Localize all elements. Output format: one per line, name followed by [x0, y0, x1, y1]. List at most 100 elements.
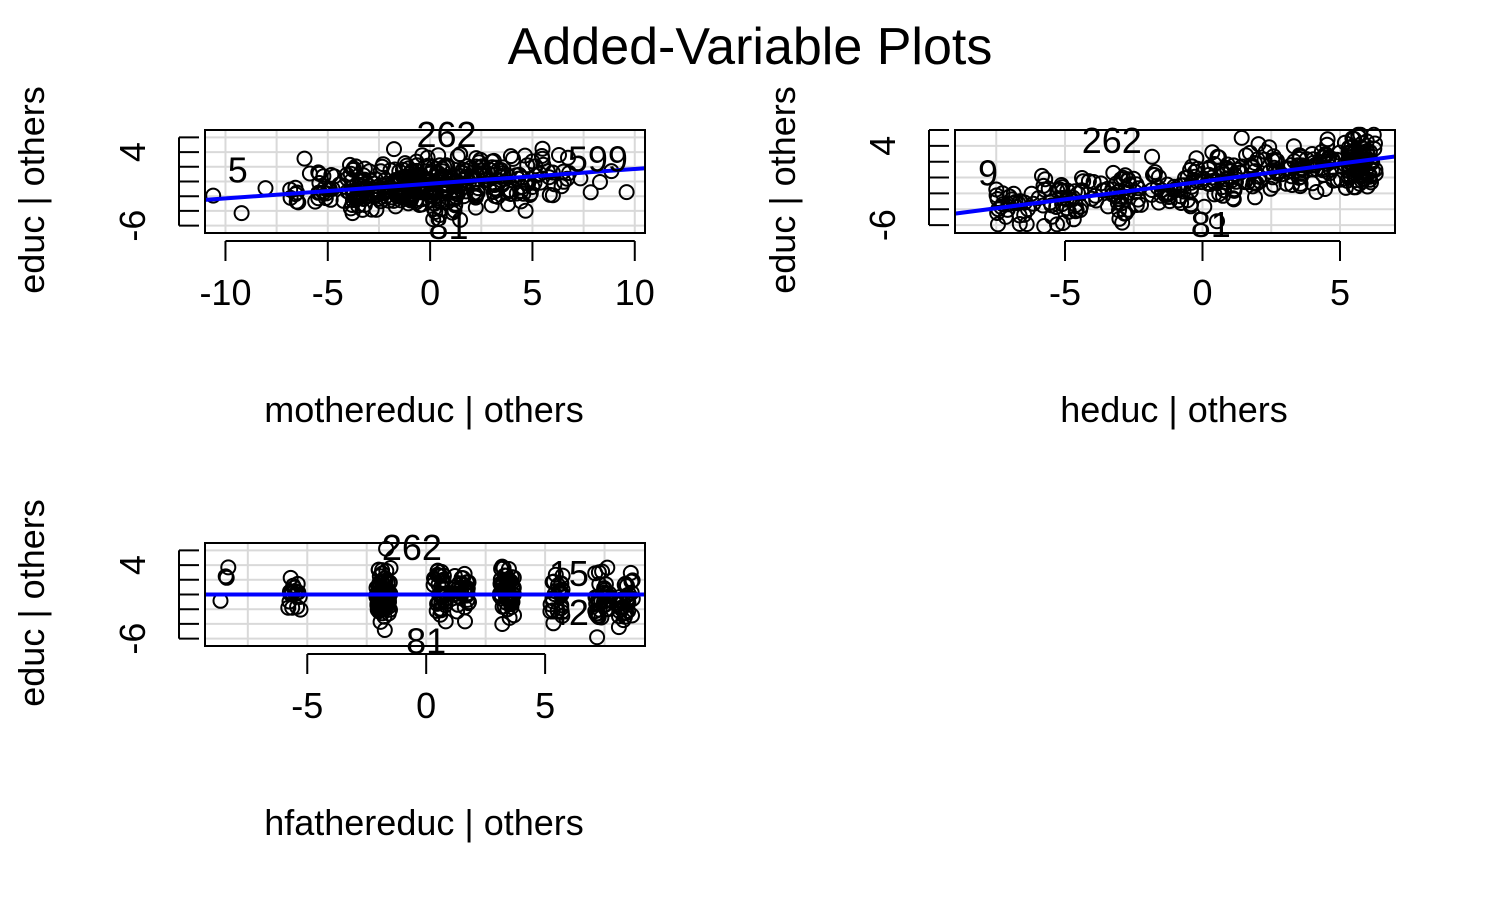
panel-heduc-point [1170, 192, 1187, 209]
panel-mothereduc-point [205, 187, 222, 204]
panel-mothereduc-point [296, 150, 313, 167]
panel-mothereduc-point [533, 148, 550, 164]
panel-heduc-point [1037, 171, 1054, 188]
panel-mothereduc-point-label: 81 [429, 206, 469, 247]
panel-mothereduc-point [495, 159, 512, 176]
panel-hfathereduc-point [553, 604, 570, 620]
panel-heduc-point [1285, 138, 1302, 155]
panel-heduc-point-labels: 262 9 81 [978, 120, 1231, 245]
panel-hfathereduc-point [292, 601, 309, 618]
panel-mothereduc-point [290, 194, 307, 211]
panel-heduc-point [1226, 181, 1243, 198]
panel-mothereduc-point [452, 146, 469, 163]
panel-mothereduc-y-axis: -6 4 [112, 136, 199, 242]
panel-mothereduc-point [502, 148, 519, 165]
panel-heduc-point [1189, 160, 1206, 177]
panel-hfathereduc-point [493, 581, 510, 598]
panel-hfathereduc-x-axis: -5 0 5 [291, 653, 555, 726]
panel-heduc-point [1105, 164, 1122, 181]
panel-mothereduc-x-label: mothereduc | others [264, 389, 584, 430]
panel-heduc-point [1284, 177, 1301, 193]
panel-mothereduc-point [560, 149, 576, 166]
panel-hfathereduc-point [547, 566, 564, 583]
panel-mothereduc-point [365, 175, 382, 192]
panel-heduc-point [1262, 180, 1279, 197]
panel-heduc-point [1365, 126, 1382, 143]
panel-heduc-point [1055, 215, 1071, 231]
panel-heduc-y-axis: -6 4 [862, 129, 949, 241]
panel-heduc-point-label: 81 [1191, 204, 1231, 245]
panel-mothereduc-point [582, 184, 599, 201]
panel-hfathereduc-point [505, 569, 522, 586]
panel-mothereduc-point [544, 187, 561, 204]
panel-heduc-y-tick-label: 4 [862, 136, 903, 156]
panel-mothereduc-x-tick-label: -10 [199, 272, 251, 313]
panel-heduc-point [1034, 167, 1050, 184]
panel-heduc-point [1209, 213, 1225, 230]
panel-mothereduc-frame [204, 129, 646, 234]
panel-hfathereduc-points [212, 540, 641, 646]
panel-mothereduc-y-tick-label: 4 [112, 142, 153, 162]
panel-heduc-point [1337, 179, 1354, 196]
panel-heduc-point [1011, 216, 1028, 232]
panel-mothereduc-point-label: 599 [568, 138, 628, 179]
panel-mothereduc-point [500, 196, 516, 212]
panel-mothereduc-point [517, 202, 534, 219]
panel-heduc-point [1113, 195, 1130, 212]
panel-heduc-x-axis: -5 0 5 [1049, 240, 1350, 313]
panel-heduc-point [1292, 175, 1309, 192]
panel-hfathereduc-y-tick-label: 4 [112, 555, 153, 575]
panel-heduc-point [1319, 131, 1336, 148]
panel-hfathereduc-point [590, 564, 607, 581]
panel-heduc-point [1120, 172, 1137, 189]
panel-hfathereduc-point [587, 603, 604, 620]
panel-mothereduc-x-tick-label: 5 [522, 272, 542, 313]
panel-heduc-point [1233, 129, 1250, 146]
panel-hfathereduc-point [494, 616, 511, 632]
panel-hfathereduc-point [380, 605, 397, 622]
panel-hfathereduc-y-label: educ | others [11, 499, 52, 706]
panel-mothereduc-point [363, 201, 380, 218]
panel-hfathereduc-point [217, 568, 234, 585]
panel-heduc-x-tick-label: -5 [1049, 272, 1081, 313]
panel-mothereduc-point [551, 147, 567, 163]
panel-mothereduc-point [438, 157, 455, 174]
panel-hfathereduc-point-label: 81 [406, 621, 446, 662]
panel-heduc-point [1075, 173, 1092, 190]
panel-heduc-point [1133, 196, 1149, 213]
panel-heduc-x-label: heduc | others [1060, 389, 1288, 430]
panel-heduc-point [1256, 151, 1273, 168]
panel-hfathereduc-point-label: 15 [549, 553, 589, 594]
panel-heduc-point [1308, 184, 1325, 200]
panel-hfathereduc-point [220, 559, 237, 576]
panel-hfathereduc-point [499, 582, 516, 599]
panel-hfathereduc-frame [204, 542, 646, 647]
panel-heduc-points [988, 126, 1384, 234]
panel-heduc-fit-line [954, 154, 1396, 216]
panel-heduc-point [1144, 148, 1161, 165]
panel-hfathereduc-point [544, 590, 561, 607]
panel-mothereduc-point [338, 166, 355, 183]
panel-hfathereduc-point [590, 595, 607, 612]
panel-mothereduc-point [618, 184, 635, 201]
figure-title: Added-Variable Plots [508, 18, 993, 76]
panel-mothereduc-point [355, 191, 372, 207]
panel-mothereduc-point [498, 184, 515, 201]
panel-mothereduc-point [400, 160, 417, 177]
panel-heduc-x-tick-label: 5 [1330, 272, 1350, 313]
panel-hfathereduc-x-tick-label: 0 [416, 685, 436, 726]
panel-heduc-point [1111, 202, 1127, 219]
panel-mothereduc: -10 -5 0 5 10 -6 4 262 599 5 81 mothereduc | oth… [11, 86, 655, 430]
panel-heduc-point [1111, 210, 1128, 227]
panel-mothereduc-y-label: educ | others [11, 86, 52, 293]
panel-mothereduc-point [431, 157, 448, 174]
panel-heduc-point [1058, 200, 1075, 217]
panel-hfathereduc-point [591, 576, 608, 593]
panel-heduc-point [1188, 150, 1205, 167]
panel-mothereduc-fit-line [204, 166, 646, 202]
panel-mothereduc-x-tick-label: -5 [312, 272, 344, 313]
panel-hfathereduc-point [369, 597, 386, 614]
panel-hfathereduc-point [624, 572, 641, 589]
panel-mothereduc-point [469, 184, 486, 201]
